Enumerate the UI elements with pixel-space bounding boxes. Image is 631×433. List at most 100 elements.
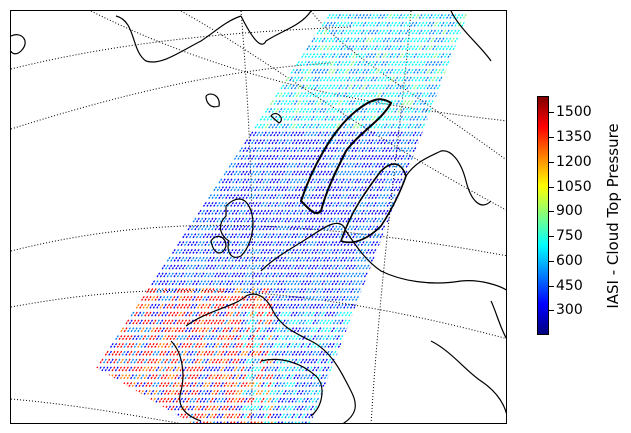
swath-segment (300, 99, 305, 106)
swath-segment (220, 287, 226, 294)
swath-segment (383, 185, 388, 192)
swath-segment (418, 256, 423, 262)
swath-segment (244, 365, 249, 372)
swath-segment (418, 44, 423, 51)
swath-segment (369, 52, 374, 59)
swath-segment (310, 358, 315, 364)
swath-segment (285, 318, 290, 325)
swath-segment (271, 381, 276, 388)
swath-segment (289, 420, 294, 423)
swath-segment (400, 123, 406, 129)
swath-segment (236, 264, 241, 270)
swath-segment (461, 36, 466, 43)
swath-segment (356, 138, 361, 145)
swath-segment (196, 303, 202, 309)
swath-segment (327, 405, 332, 411)
swath-segment (392, 248, 398, 254)
swath-segment (276, 193, 281, 200)
swath-segment (228, 358, 234, 364)
swath-segment (225, 405, 230, 411)
swath-segment (321, 36, 326, 43)
swath-segment (477, 61, 480, 66)
swath-segment (327, 115, 332, 121)
swath-segment (403, 36, 408, 43)
swath-segment (152, 350, 157, 356)
swath-segment (430, 21, 435, 27)
swath-segment (248, 240, 253, 247)
swath-segment (409, 99, 414, 106)
swath-segment (351, 115, 356, 121)
swath-segment (314, 248, 319, 254)
swath-segment (272, 405, 277, 411)
swath-segment (303, 405, 308, 411)
swath-segment (140, 342, 145, 348)
swath-segment (334, 295, 339, 301)
swath-segment (452, 209, 457, 215)
swath-segment (369, 185, 374, 192)
swath-segment (264, 397, 269, 403)
swath-segment (338, 83, 343, 90)
swath-segment (216, 412, 221, 419)
swath-segment (452, 91, 457, 98)
swath-segment (191, 358, 196, 364)
swath-segment (433, 52, 438, 59)
swath-segment (297, 279, 302, 286)
swath-segment (369, 21, 374, 27)
swath-segment (301, 264, 306, 270)
swath-segment (374, 240, 379, 247)
swath-segment (376, 350, 381, 356)
swath-segment (143, 389, 148, 395)
swath-segment (473, 45, 476, 50)
swath-segment (201, 358, 206, 364)
swath-segment (322, 381, 327, 388)
swath-segment (281, 303, 287, 309)
swath-segment (307, 130, 312, 137)
swath-segment (205, 326, 210, 333)
swath-segment (292, 318, 297, 325)
swath-segment (333, 240, 338, 247)
swath-segment (253, 279, 258, 286)
swath-segment (313, 240, 318, 247)
swath-segment (381, 240, 386, 247)
swath-segment (279, 358, 285, 364)
swath-segment (152, 287, 158, 294)
swath-segment (452, 29, 457, 35)
swath-segment (239, 326, 244, 333)
swath-segment (356, 154, 361, 160)
swath-segment (357, 209, 362, 215)
swath-segment (284, 154, 290, 160)
swath-segment (356, 287, 362, 294)
swath-segment (318, 412, 323, 419)
map-panel[interactable] (10, 10, 507, 424)
swath-segment (431, 60, 437, 66)
swath-segment (295, 287, 300, 294)
swath-segment (502, 37, 505, 42)
swath-segment (281, 201, 286, 207)
swath-segment (196, 318, 202, 325)
swath-segment (145, 303, 151, 309)
swath-segment (419, 99, 424, 106)
swath-segment (293, 115, 298, 121)
swath-segment (480, 61, 483, 66)
swath-segment (225, 193, 230, 200)
swath-segment (435, 91, 440, 98)
swath-segment (426, 99, 431, 106)
swath-segment (299, 76, 304, 82)
swath-segment (451, 217, 456, 223)
swath-segment (342, 334, 348, 341)
swath-segment (291, 154, 296, 160)
swath-segment (352, 21, 357, 27)
swath-segment (413, 185, 419, 192)
swath-segment (182, 350, 188, 356)
swath-segment (255, 373, 261, 380)
swath-segment (134, 311, 139, 317)
swath-segment (285, 76, 290, 82)
swath-segment (435, 271, 440, 278)
swath-segment (247, 318, 253, 325)
swath-segment (310, 162, 315, 168)
swath-segment (406, 52, 411, 59)
swath-segment (318, 201, 323, 207)
swath-segment (219, 264, 224, 270)
swath-segment (349, 138, 354, 145)
swath-segment (455, 138, 460, 145)
